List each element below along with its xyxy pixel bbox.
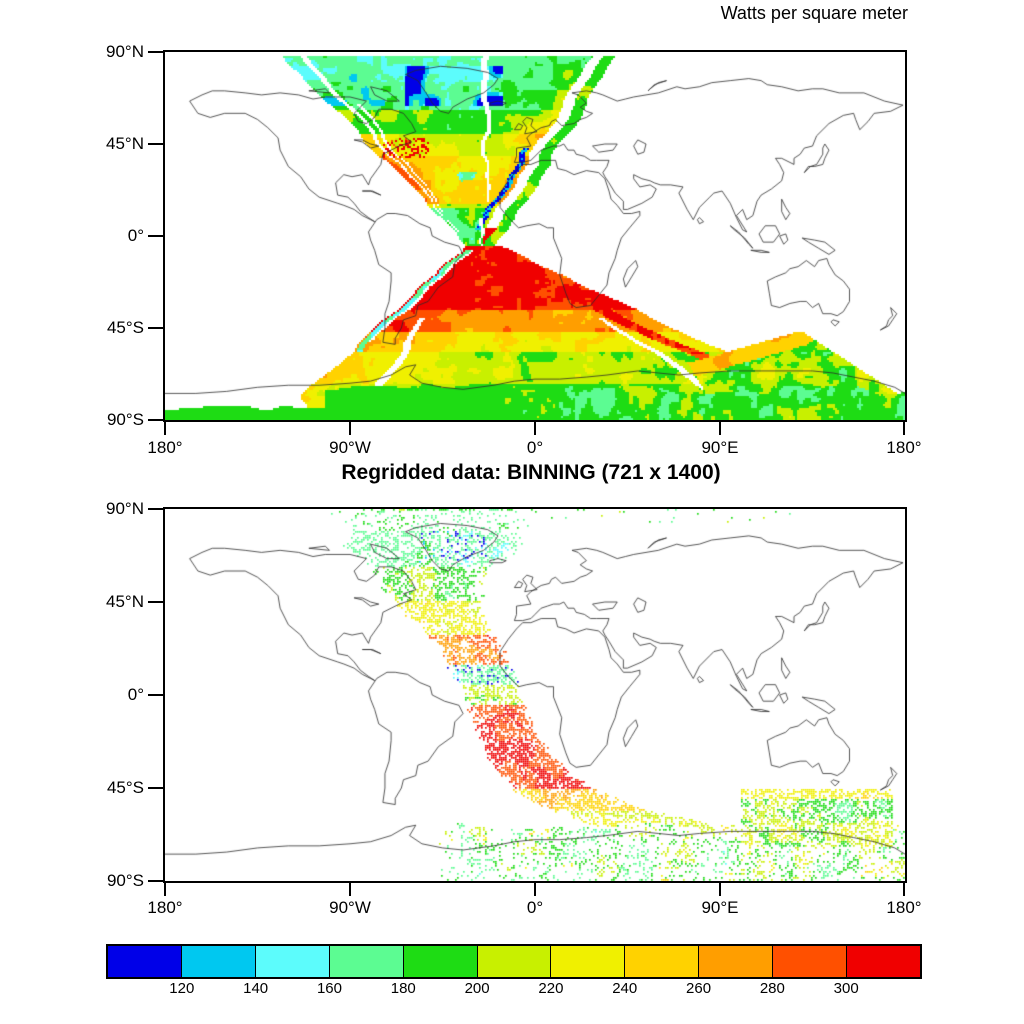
colorbar-segment bbox=[181, 946, 256, 977]
bot-lat-label-90n: 90°N bbox=[106, 499, 144, 518]
colorbar-segment bbox=[329, 946, 404, 977]
top-lon-tick bbox=[719, 422, 721, 435]
colorbar-segment bbox=[108, 946, 182, 977]
original-swath-map-canvas bbox=[163, 50, 907, 422]
colorbar-tick-label: 240 bbox=[612, 980, 638, 997]
top-lon-label-180w: 180° bbox=[147, 438, 183, 457]
top-lat-tick bbox=[148, 419, 163, 421]
bot-lat-label-90s: 90°S bbox=[106, 871, 144, 890]
bot-lon-tick bbox=[349, 883, 351, 896]
colorbar-segment bbox=[699, 946, 774, 977]
top-lat-tick bbox=[148, 143, 163, 145]
colorbar-tick-label: 220 bbox=[538, 980, 564, 997]
bot-lat-tick bbox=[148, 601, 163, 603]
colorbar-tick-label: 300 bbox=[833, 980, 859, 997]
colorbar-tick-label: 280 bbox=[759, 980, 785, 997]
bot-lat-label-0: 0° bbox=[127, 685, 144, 704]
bot-lat-tick bbox=[148, 880, 163, 882]
bot-lon-label-0: 0° bbox=[526, 898, 544, 917]
top-lon-tick bbox=[164, 422, 166, 435]
regridded-map-canvas bbox=[163, 507, 907, 883]
units-title: Watts per square meter bbox=[720, 3, 908, 23]
bot-lon-label-180e: 180° bbox=[886, 898, 922, 917]
top-lat-label-90n: 90°N bbox=[106, 42, 144, 61]
bot-lon-tick bbox=[164, 883, 166, 896]
top-lon-tick bbox=[534, 422, 536, 435]
top-lat-label-45s: 45°S bbox=[106, 318, 144, 337]
bot-lat-label-45s: 45°S bbox=[106, 778, 144, 797]
colorbar-segment bbox=[847, 946, 920, 977]
colorbar-segment bbox=[477, 946, 552, 977]
bot-lon-label-90e: 90°E bbox=[701, 898, 739, 917]
regridded-map-title: Regridded data: BINNING (721 x 1400) bbox=[341, 461, 721, 484]
top-lat-tick bbox=[148, 235, 163, 237]
colorbar-tick-label: 180 bbox=[390, 980, 416, 997]
top-lon-label-0: 0° bbox=[526, 438, 544, 457]
colorbar-segment bbox=[403, 946, 478, 977]
bot-lat-tick bbox=[148, 508, 163, 510]
colorbar-tick-label: 160 bbox=[316, 980, 342, 997]
top-lat-tick bbox=[148, 327, 163, 329]
colorbar-segment bbox=[625, 946, 700, 977]
colorbar-segment bbox=[551, 946, 626, 977]
top-lon-label-180e: 180° bbox=[886, 438, 922, 457]
colorbar-tick-label: 200 bbox=[464, 980, 490, 997]
top-lon-tick bbox=[349, 422, 351, 435]
top-lat-tick bbox=[148, 51, 163, 53]
bot-lon-label-90w: 90°W bbox=[329, 898, 371, 917]
top-lat-label-90s: 90°S bbox=[106, 410, 144, 429]
bot-lat-tick bbox=[148, 694, 163, 696]
colorbar-tick-label: 120 bbox=[169, 980, 195, 997]
bot-lat-tick bbox=[148, 787, 163, 789]
top-lon-label-90w: 90°W bbox=[329, 438, 371, 457]
top-lat-label-45n: 45°N bbox=[106, 134, 144, 153]
top-lon-tick bbox=[903, 422, 905, 435]
colorbar-tick-label: 140 bbox=[243, 980, 269, 997]
bot-lon-label-180w: 180° bbox=[147, 898, 183, 917]
colorbar-tick-label: 260 bbox=[686, 980, 712, 997]
top-lon-label-90e: 90°E bbox=[701, 438, 739, 457]
bot-lon-tick bbox=[903, 883, 905, 896]
bot-lat-label-45n: 45°N bbox=[106, 592, 144, 611]
bot-lon-tick bbox=[534, 883, 536, 896]
bot-lon-tick bbox=[719, 883, 721, 896]
top-lat-label-0: 0° bbox=[127, 226, 144, 245]
colorbar-segment bbox=[773, 946, 848, 977]
colorbar bbox=[106, 944, 922, 979]
colorbar-segment bbox=[255, 946, 330, 977]
